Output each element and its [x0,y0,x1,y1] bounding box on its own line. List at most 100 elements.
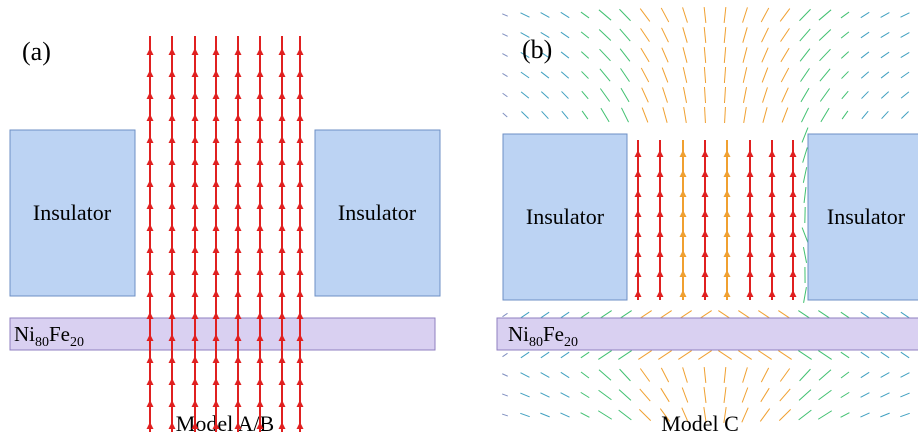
field-arrow [561,52,569,58]
arrowhead [257,312,264,319]
field-arrow [724,367,726,383]
arrowhead [747,190,754,197]
field-arrow [881,72,889,78]
arrowhead [747,150,754,157]
field-arrow [800,49,810,62]
arrowhead [169,180,176,187]
field-arrow [541,13,550,18]
field-arrow [820,88,829,101]
field-arrow [582,111,588,119]
field-arrow [781,48,789,62]
field-arrow [743,27,747,42]
field-arrow [803,147,808,162]
arrowhead [279,268,286,275]
field-arrow [881,92,888,99]
arrowhead [235,70,242,77]
field-arrow [841,71,848,78]
arrowhead [680,230,687,237]
field-arrow [704,387,706,403]
arrowhead [657,270,664,277]
arrowhead [192,48,199,55]
field-arrow [861,393,870,398]
arrowhead [257,202,264,209]
film-subscript: 80 [529,335,543,350]
field-arrow [520,393,529,397]
film-subscript: 80 [35,335,49,350]
field-arrow [804,287,807,303]
arrowhead [769,250,776,257]
arrowhead [279,158,286,165]
field-arrow [801,108,808,122]
field-arrow [662,48,668,63]
field-arrow [661,8,669,22]
field-arrow [901,72,909,78]
field-arrow [818,411,832,420]
field-arrow [901,373,910,378]
field-arrow [820,69,830,81]
field-arrow [600,49,611,61]
field-arrow [621,68,630,81]
arrowhead [790,150,797,157]
field-arrow [761,388,769,402]
field-arrow [541,352,549,358]
field-arrow [639,409,650,420]
arrowhead [169,158,176,165]
arrowhead [790,230,797,237]
field-arrow [662,68,668,83]
arrowhead [702,270,709,277]
field-arrow [799,410,812,420]
panel-label: (b) [522,35,552,64]
arrowhead [235,158,242,165]
field-arrow [640,9,650,22]
field-arrow [541,373,550,378]
field-arrow [581,32,589,38]
field-arrow [800,29,810,41]
arrowhead [279,224,286,231]
arrowhead [635,150,642,157]
arrowhead [702,230,709,237]
field-arrow [638,351,651,360]
arrowhead [147,158,154,165]
field-arrow [561,12,569,17]
arrowhead [213,136,220,143]
arrowhead [724,270,731,277]
field-arrow [819,390,832,399]
field-arrow [600,69,610,81]
field-arrow [841,52,848,59]
field-arrow [581,12,589,18]
field-arrow [621,88,629,102]
arrowhead [169,70,176,77]
field-arrow [640,369,649,382]
field-arrow [819,370,831,381]
arrowhead [213,246,220,253]
field-arrow [704,47,705,63]
field-arrow [704,27,706,43]
arrowhead [257,246,264,253]
arrowhead [297,422,304,429]
field-arrow [704,87,705,103]
field-arrow [781,28,790,41]
arrowhead [297,136,304,143]
arrowhead [297,180,304,187]
field-arrow [521,72,529,78]
field-arrow [861,372,869,377]
arrowhead [297,290,304,297]
field-arrow [542,111,549,118]
panel-label: (a) [22,37,51,66]
field-arrow [780,9,790,22]
arrowhead [192,400,199,407]
arrowhead [257,92,264,99]
field-arrow [801,88,809,102]
field-arrow [725,107,726,123]
field-arrow [798,351,811,360]
arrowhead [702,290,709,297]
field-arrow [560,413,569,417]
field-arrow [743,7,748,22]
arrowhead [147,356,154,363]
field-arrow [819,10,831,20]
field-arrow [502,414,508,416]
field-arrow [561,372,569,377]
arrowhead [169,224,176,231]
field-arrow [803,247,806,263]
field-arrow [521,373,530,378]
